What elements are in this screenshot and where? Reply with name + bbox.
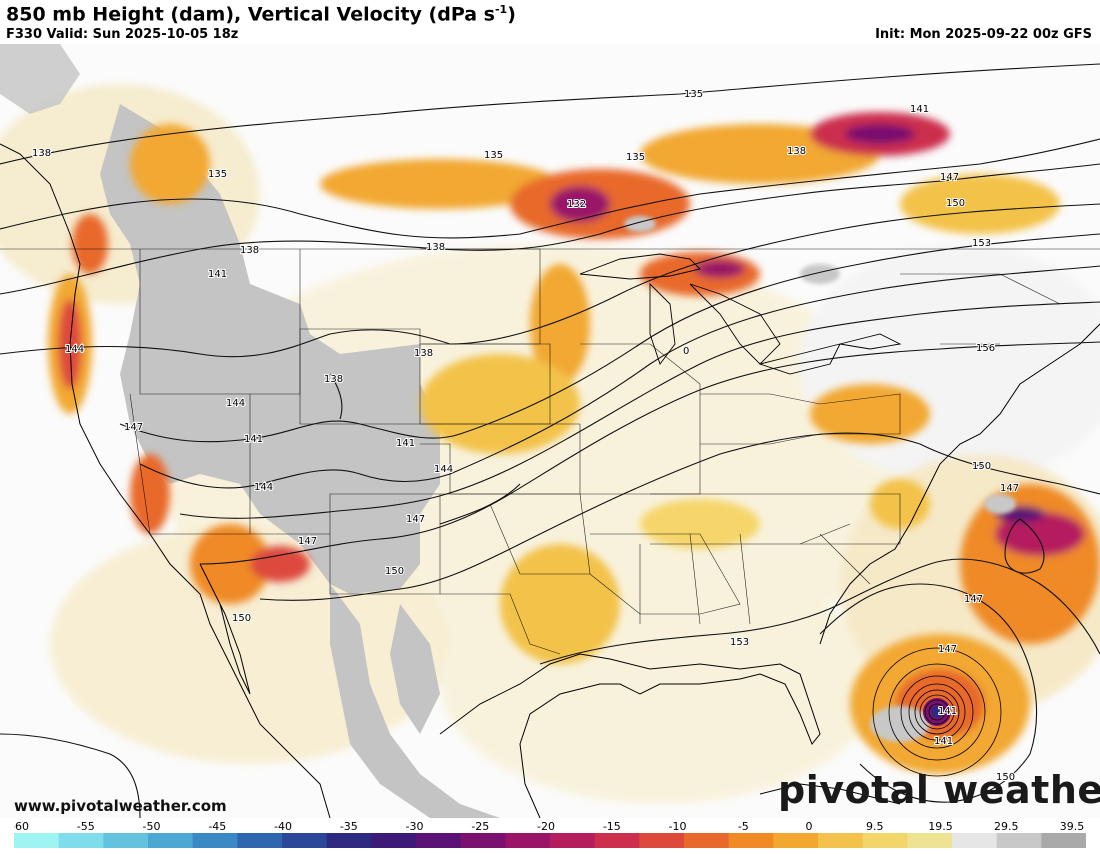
colorbar-cell bbox=[907, 833, 953, 848]
colorbar-cell bbox=[996, 833, 1042, 848]
init-time: Init: Mon 2025-09-22 00z GFS bbox=[875, 27, 1092, 42]
contour-label: 150 bbox=[946, 198, 965, 209]
colorbar-cell bbox=[862, 833, 908, 848]
contour-label: 138 bbox=[414, 348, 433, 359]
contour-label: 138 bbox=[32, 148, 51, 159]
colorbar-cell bbox=[1041, 833, 1087, 848]
contour-label: 135 bbox=[208, 169, 227, 180]
contour-label: 141 bbox=[208, 269, 227, 280]
map-canvas: 135 135 138 132 138 141 138 135 141 138 … bbox=[0, 44, 1100, 818]
colorbar-tick-label: -50 bbox=[143, 820, 161, 833]
colorbar-cell bbox=[58, 833, 104, 848]
terrain-mask bbox=[0, 44, 500, 818]
header: 850 mb Height (dam), Vertical Velocity (… bbox=[0, 0, 1100, 44]
colorbar-tick-label: -60 bbox=[14, 820, 29, 833]
contour-label: 150 bbox=[996, 772, 1015, 783]
contour-label: 141 bbox=[244, 434, 263, 445]
colorbar-tick-label: -25 bbox=[471, 820, 489, 833]
height-contours bbox=[0, 63, 1100, 818]
title-unit-superscript: -1 bbox=[494, 3, 508, 16]
contour-label: 141 bbox=[396, 438, 415, 449]
contour-label: 153 bbox=[730, 637, 749, 648]
colorbar-cell bbox=[639, 833, 685, 848]
colorbar-svg: -60-55-50-45-40-35-30-25-20-15-10-509.51… bbox=[11, 820, 1087, 848]
colorbar-cell bbox=[282, 833, 328, 848]
colorbar-cell bbox=[460, 833, 506, 848]
colorbar-tick-label: 29.5 bbox=[994, 820, 1019, 833]
title-text: 850 mb Height (dam), Vertical Velocity (… bbox=[6, 3, 495, 26]
colorbar-cell bbox=[684, 833, 730, 848]
colorbar-tick-label: -35 bbox=[340, 820, 358, 833]
contour-label: 147 bbox=[124, 422, 143, 433]
contour-label: 150 bbox=[972, 461, 991, 472]
contour-label: 0 bbox=[683, 346, 689, 357]
contour-label: 147 bbox=[406, 514, 425, 525]
colorbar-tick-label: -5 bbox=[738, 820, 749, 833]
contour-label: 147 bbox=[298, 536, 317, 547]
colorbar-tick-label: -55 bbox=[77, 820, 95, 833]
website-credit: www.pivotalweather.com bbox=[14, 797, 227, 815]
hurricane-core bbox=[872, 647, 1002, 777]
colorbar-cell bbox=[192, 833, 238, 848]
colorbar-tick-label: -45 bbox=[208, 820, 226, 833]
contour-label: 150 bbox=[232, 613, 251, 624]
colorbar-cell bbox=[952, 833, 998, 848]
colorbar-cell bbox=[818, 833, 864, 848]
watermark-logo: pivotal weather bbox=[778, 768, 1100, 812]
contour-label: 135 bbox=[626, 152, 645, 163]
colorbar-cell bbox=[103, 833, 149, 848]
contour-label: 138 bbox=[240, 245, 259, 256]
contour-label: 138 bbox=[324, 374, 343, 385]
contour-label: 144 bbox=[226, 398, 245, 409]
contour-label: 135 bbox=[684, 89, 703, 100]
contour-label: 132 bbox=[567, 199, 586, 210]
valid-time: F330 Valid: Sun 2025-10-05 18z bbox=[6, 27, 239, 42]
colorbar-labels: -60-55-50-45-40-35-30-25-20-15-10-509.51… bbox=[11, 820, 1085, 833]
colorbar-tick-label: -15 bbox=[603, 820, 621, 833]
colorbar-legend: -60-55-50-45-40-35-30-25-20-15-10-509.51… bbox=[11, 819, 1087, 850]
colorbar-tick-label: 19.5 bbox=[928, 820, 953, 833]
colorbar-tick-label: 9.5 bbox=[866, 820, 884, 833]
colorbar-cell bbox=[505, 833, 551, 848]
contour-label: 141 bbox=[934, 736, 953, 747]
contour-label: 147 bbox=[1000, 483, 1019, 494]
colorbar-tick-label: 39.5 bbox=[1060, 820, 1085, 833]
weather-map[interactable]: 135 135 138 132 138 141 138 135 141 138 … bbox=[0, 44, 1100, 818]
contour-label: 144 bbox=[65, 344, 84, 355]
colorbar-cell bbox=[728, 833, 774, 848]
contour-label: 135 bbox=[484, 150, 503, 161]
contour-label: 144 bbox=[254, 482, 273, 493]
contour-label: 153 bbox=[972, 238, 991, 249]
contour-labels: 135 135 138 132 138 141 138 135 141 138 … bbox=[31, 88, 1020, 784]
contour-label: 147 bbox=[940, 172, 959, 183]
state-borders bbox=[0, 248, 1100, 655]
contour-label: 141 bbox=[910, 104, 929, 115]
title-close-paren: ) bbox=[507, 3, 516, 26]
colorbar-cell bbox=[594, 833, 640, 848]
colorbar-cell bbox=[550, 833, 596, 848]
contour-label: 141 bbox=[938, 706, 957, 717]
contour-label: 156 bbox=[976, 343, 995, 354]
colorbar-tick-label: 0 bbox=[806, 820, 813, 833]
colorbar-tick-label: -10 bbox=[669, 820, 687, 833]
contour-label: 138 bbox=[787, 146, 806, 157]
contour-label: 147 bbox=[964, 594, 983, 605]
colorbar-cell bbox=[416, 833, 462, 848]
contour-label: 138 bbox=[426, 242, 445, 253]
colorbar-tick-label: -40 bbox=[274, 820, 292, 833]
colorbar-cell bbox=[326, 833, 372, 848]
map-title: 850 mb Height (dam), Vertical Velocity (… bbox=[6, 3, 516, 25]
colorbar-cell bbox=[14, 833, 60, 848]
contour-label: 150 bbox=[385, 566, 404, 577]
colorbar-cell bbox=[371, 833, 417, 848]
colorbar-cell bbox=[237, 833, 283, 848]
colorbar-cell bbox=[148, 833, 194, 848]
colorbar-tick-label: -20 bbox=[537, 820, 555, 833]
contour-label: 144 bbox=[434, 464, 453, 475]
contour-label: 147 bbox=[938, 644, 957, 655]
colorbar-cells bbox=[14, 833, 1087, 848]
colorbar-cell bbox=[773, 833, 819, 848]
colorbar-tick-label: -30 bbox=[406, 820, 424, 833]
